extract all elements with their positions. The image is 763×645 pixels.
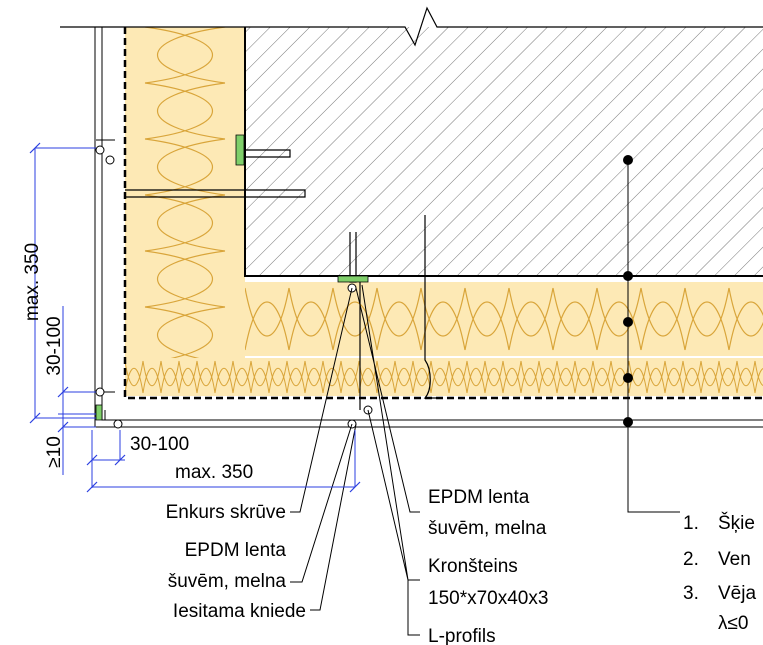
legend-text: Vēja (718, 583, 756, 604)
dimension-text: 30-100 (130, 434, 189, 455)
legend-marker: 3. (683, 583, 699, 604)
break-line (60, 6, 763, 47)
dimension-ticks (29, 142, 361, 493)
vertical-insulation (125, 27, 245, 360)
label: šuvēm, melna (168, 571, 287, 592)
leader-lines (290, 284, 420, 636)
horizontal-insulation (245, 282, 763, 356)
label: Enkurs skrūve (166, 502, 286, 523)
label: L-profils (428, 626, 496, 645)
label: šuvēm, melna (428, 518, 547, 539)
label: EPDM lenta (428, 487, 530, 508)
legend-text: λ≤0 (718, 613, 749, 634)
concrete-wall (245, 27, 763, 276)
epdm-tape (95, 134, 369, 421)
label: EPDM lenta (185, 540, 287, 561)
label: 150*x70x40x3 (428, 588, 548, 609)
dimension-text: ≥10 (44, 436, 65, 468)
membrane (123, 27, 763, 400)
dimension-lines (34, 147, 356, 488)
callout-dots (623, 155, 633, 427)
label: Kronšteins (428, 556, 518, 577)
legend-text: Ven (718, 549, 751, 570)
wall-edge (244, 27, 763, 277)
legend-marker: 2. (683, 549, 699, 570)
dimension-text: 30-100 (44, 316, 65, 375)
dimension-text: max. 350 (22, 243, 43, 321)
label: Iesitama kniede (173, 601, 306, 622)
legend-marker: 1. (683, 513, 699, 534)
legend-text: Šķie (718, 512, 755, 534)
thin-insulation (125, 358, 763, 396)
profile (96, 139, 115, 420)
dimension-text: max. 350 (175, 462, 253, 483)
